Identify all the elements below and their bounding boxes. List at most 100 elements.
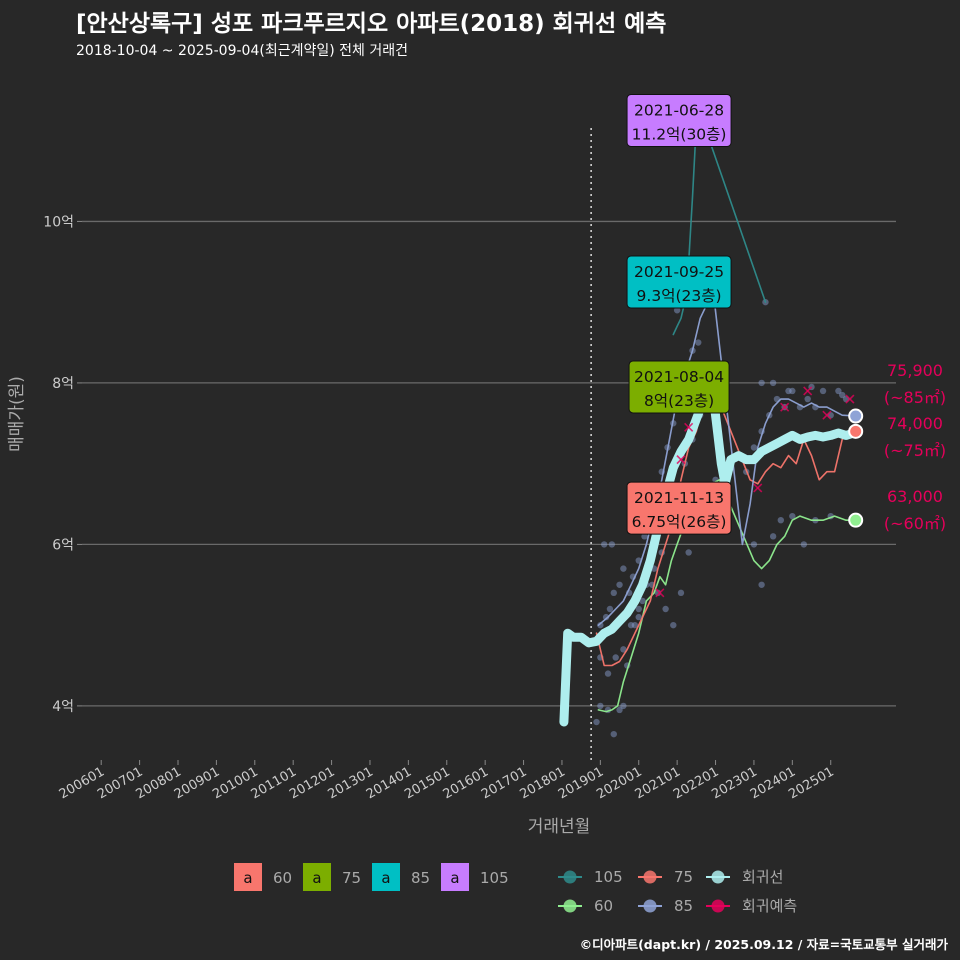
forecast-marker xyxy=(676,455,686,465)
forecast-marker-stroke xyxy=(753,483,763,493)
transaction-point xyxy=(789,512,796,520)
forecast-marker-stroke xyxy=(676,455,686,465)
transaction-point xyxy=(673,307,681,314)
transaction-point xyxy=(616,581,623,588)
transaction-point xyxy=(620,702,627,710)
transaction-point xyxy=(758,581,765,588)
forecast-marker xyxy=(822,410,832,420)
legend-swatch-glyph: a xyxy=(243,869,252,887)
transaction-point xyxy=(839,391,846,399)
y-tick-label: 6억 xyxy=(52,537,74,553)
transaction-point xyxy=(627,621,635,629)
transaction-point xyxy=(602,613,610,621)
end-value-label: 63,000 xyxy=(887,487,943,506)
annotation-date: 2021-09-25 xyxy=(634,263,724,281)
chart-subtitle: 2018-10-04 ~ 2025-09-04(최근계약일) 전체 거래건 xyxy=(76,43,408,59)
transaction-point xyxy=(819,387,827,395)
legend-point-key xyxy=(563,899,577,913)
end-value-label: 75,900 xyxy=(887,361,943,380)
transaction-point xyxy=(769,533,777,540)
end-area-label: (~60㎡) xyxy=(884,514,946,533)
transaction-point xyxy=(620,565,627,572)
transaction-point xyxy=(610,730,617,738)
transaction-point xyxy=(785,387,792,395)
annotation-value: 11.2억(30층) xyxy=(632,125,727,143)
forecast-marker xyxy=(655,588,665,598)
legend-point-key xyxy=(643,899,657,913)
legend-series-label: 회귀예측 xyxy=(742,897,797,915)
transaction-point xyxy=(620,646,627,653)
legend-label: 85 xyxy=(411,869,430,887)
transaction-point xyxy=(654,589,662,597)
transaction-point xyxy=(612,654,619,661)
legend-swatch-85 xyxy=(372,863,400,891)
transaction-point xyxy=(695,339,702,346)
legend-label: 105 xyxy=(480,869,509,887)
transaction-point xyxy=(835,387,842,395)
legend-label: 75 xyxy=(342,869,361,887)
legend-point-key xyxy=(563,870,577,884)
transaction-point xyxy=(641,533,648,540)
transaction-point xyxy=(670,621,677,629)
y-axis-title: 매매가(원) xyxy=(7,376,27,452)
transaction-point xyxy=(610,589,617,597)
transaction-point xyxy=(777,516,785,524)
forecast-marker-stroke xyxy=(780,402,790,412)
forecast-marker-stroke xyxy=(655,588,665,598)
transaction-point xyxy=(608,541,616,548)
annotation-value: 6.75억(26층) xyxy=(632,513,727,531)
annotation-box xyxy=(626,93,732,147)
legend-series-label: 105 xyxy=(594,868,623,886)
transaction-point xyxy=(769,379,777,387)
annotation-value: 8억(23층) xyxy=(644,392,714,410)
transaction-point xyxy=(750,541,758,548)
transaction-point xyxy=(662,605,669,613)
y-tick-label: 10억 xyxy=(43,214,74,230)
x-axis-title: 거래년월 xyxy=(528,817,591,837)
forecast-marker-stroke xyxy=(822,410,832,420)
legend-point-key xyxy=(711,899,725,913)
legend-swatch-glyph: a xyxy=(450,869,459,887)
annotation-box xyxy=(626,481,732,535)
forecast-marker-stroke xyxy=(803,386,813,396)
transaction-point xyxy=(600,541,608,548)
annotation-date: 2021-06-28 xyxy=(634,101,724,119)
transaction-point xyxy=(639,597,646,605)
annotation-value: 9.3억(23층) xyxy=(637,287,722,305)
transaction-point xyxy=(789,387,796,395)
end-point-75 xyxy=(848,423,864,439)
transaction-point xyxy=(606,605,614,613)
transaction-point xyxy=(635,613,642,621)
end-area-label: (~85㎡) xyxy=(884,388,946,407)
legend-swatch-glyph: a xyxy=(312,869,321,887)
forecast-marker xyxy=(684,422,694,432)
legend-series-label: 75 xyxy=(674,868,693,886)
transaction-point xyxy=(635,605,642,613)
forecast-marker-stroke xyxy=(845,394,855,404)
forecast-marker xyxy=(803,386,813,396)
transaction-point xyxy=(677,589,685,597)
forecast-marker xyxy=(845,394,855,404)
end-value-label: 74,000 xyxy=(887,414,943,433)
transaction-point xyxy=(604,670,612,677)
source-caption: ©디아파트(dapt.kr) / 2025.09.12 / 자료=국토교통부 실… xyxy=(579,937,948,952)
legend-swatch-60 xyxy=(234,863,262,891)
legend-series-label: 60 xyxy=(594,897,613,915)
y-tick-label: 4억 xyxy=(52,699,74,715)
legend-series-label: 85 xyxy=(674,897,693,915)
annotation-date: 2021-11-13 xyxy=(634,489,724,507)
series-line-85 xyxy=(597,277,857,626)
transaction-point xyxy=(804,395,811,403)
transaction-point xyxy=(800,541,808,548)
forecast-marker-stroke xyxy=(684,422,694,432)
annotation-box xyxy=(626,255,732,309)
transaction-point xyxy=(616,706,623,714)
transaction-point xyxy=(685,549,692,556)
legend-point-key xyxy=(643,870,657,884)
transaction-point xyxy=(750,444,758,451)
transaction-point xyxy=(758,379,765,387)
legend-swatch-glyph: a xyxy=(381,869,390,887)
chart-title: [안산상록구] 성포 파크푸르지오 아파트(2018) 회귀선 예측 xyxy=(76,11,667,37)
end-area-label: (~75㎡) xyxy=(884,441,946,460)
